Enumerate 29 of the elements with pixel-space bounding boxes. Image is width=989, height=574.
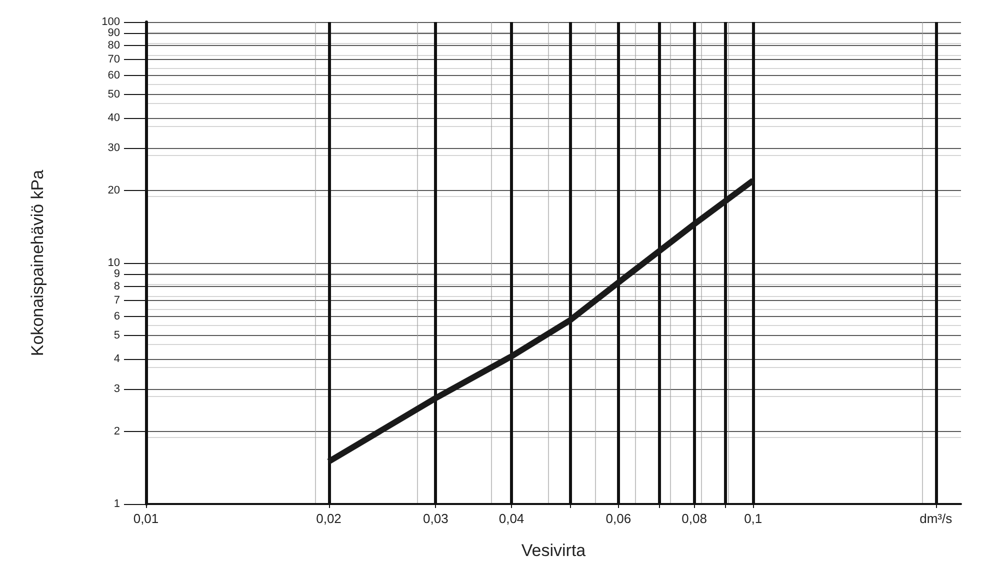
x-tick-label: 0,01: [133, 511, 159, 526]
x-tick-label: 0,02: [316, 511, 342, 526]
y-tick-label: 30: [108, 142, 120, 154]
y-tick-label: 4: [114, 352, 120, 365]
y-tick-label: 7: [114, 294, 120, 306]
y-tick-label: 8: [114, 280, 120, 292]
y-tick-label: 90: [108, 27, 120, 40]
y-tick-label: 2: [114, 425, 120, 438]
y-tick-label: 3: [114, 383, 120, 396]
x-tick-label: 0,04: [498, 511, 524, 526]
x-tick-label: dm³/s: [920, 511, 953, 526]
y-tick-label: 10: [108, 257, 120, 269]
y-tick-label: 9: [114, 268, 120, 280]
y-tick-label: 100: [102, 16, 120, 28]
y-tick-label: 50: [108, 88, 120, 101]
y-tick-label: 40: [108, 112, 120, 124]
y-axis-title: Kokonaispainehäviö kPa: [28, 169, 47, 356]
y-tick-label: 6: [114, 310, 120, 322]
x-axis-title: Vesivirta: [521, 541, 586, 560]
y-tick-label: 70: [108, 53, 120, 66]
x-tick-label: 0,06: [606, 511, 632, 526]
x-tick-label: 0,1: [744, 511, 762, 526]
x-tick-label: 0,03: [423, 511, 448, 526]
y-tick-label: 80: [108, 39, 120, 52]
y-tick-label: 1: [114, 498, 120, 510]
x-tick-label: 0,08: [682, 511, 707, 526]
y-tick-label: 20: [108, 184, 120, 196]
y-tick-label: 5: [114, 330, 120, 342]
y-tick-label: 60: [108, 69, 120, 82]
